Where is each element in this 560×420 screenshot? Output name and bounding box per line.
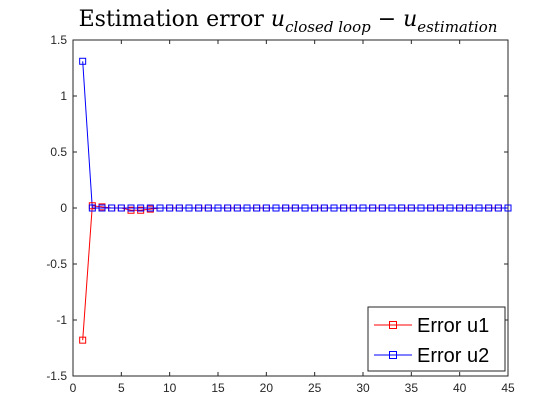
data-point-2 [504,204,512,212]
data-point-2 [340,204,348,212]
data-point-2 [195,204,203,212]
chart-title: Estimation error uclosed loop − uestimat… [79,7,498,36]
y-tick-label: -0.5 [46,257,67,271]
data-point-2 [427,204,435,212]
legend-label-u1: Error u1 [417,315,489,337]
data-point-2 [272,204,280,212]
axis-ticks: 0 5 10 15 20 25 30 35 40 45 1.5 1 0.5 0 -0.5 -1 -1.5 [46,33,515,395]
data-point-2 [369,204,377,212]
data-point-2 [214,204,222,212]
data-point-2 [301,204,309,212]
data-point-1 [79,336,87,344]
data-point-2 [456,204,464,212]
y-tick-label: -1 [56,313,67,327]
data-point-2 [233,204,241,212]
x-tick-label: 0 [70,381,77,395]
data-point-2 [436,204,444,212]
data-point-2 [204,204,212,212]
data-point-2 [475,204,483,212]
data-point-2 [156,204,164,212]
data-point-2 [291,204,299,212]
data-point-2 [282,204,290,212]
x-tick-label: 10 [163,381,177,395]
legend-label-u2: Error u2 [417,345,489,367]
data-point-2 [311,204,319,212]
data-point-2 [320,204,328,212]
data-point-2 [88,204,96,212]
data-point-2 [146,204,154,212]
data-point-2 [262,204,270,212]
data-point-2 [494,204,502,212]
y-tick-label: -1.5 [46,369,67,383]
data-point-2 [398,204,406,212]
x-tick-label: 15 [211,381,225,395]
legend-marker-u1 [389,321,397,329]
y-tick-label: 0 [60,201,67,215]
data-point-2 [127,204,135,212]
legend-box [367,306,506,372]
series-markers [79,57,512,344]
data-point-2 [243,204,251,212]
data-point-2 [407,204,415,212]
data-point-2 [330,204,338,212]
x-tick-label: 25 [308,381,322,395]
data-point-2 [108,204,116,212]
data-point-2 [485,204,493,212]
data-point-2 [465,204,473,212]
data-point-2 [388,204,396,212]
data-point-2 [417,204,425,212]
data-point-2 [79,57,87,65]
data-point-2 [378,204,386,212]
data-point-2 [446,204,454,212]
x-tick-label: 30 [356,381,370,395]
x-tick-label: 40 [453,381,467,395]
legend: Error u1 Error u2 [367,306,506,372]
x-tick-label: 45 [501,381,515,395]
y-tick-label: 1.5 [50,33,67,47]
y-tick-label: 0.5 [50,145,67,159]
data-point-2 [175,204,183,212]
data-point-2 [117,204,125,212]
data-point-2 [166,204,174,212]
legend-marker-u2 [389,351,397,359]
x-tick-label: 35 [405,381,419,395]
y-tick-label: 1 [60,89,67,103]
data-point-2 [224,204,232,212]
data-point-2 [349,204,357,212]
data-point-2 [185,204,193,212]
x-tick-label: 20 [260,381,274,395]
data-point-2 [253,204,261,212]
data-point-2 [359,204,367,212]
data-point-2 [137,204,145,212]
data-point-2 [98,204,106,212]
x-tick-label: 5 [118,381,125,395]
